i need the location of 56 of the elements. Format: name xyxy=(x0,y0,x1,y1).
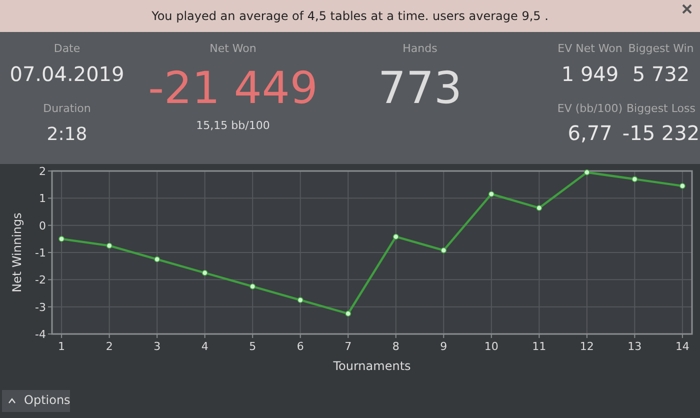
text: Options xyxy=(24,393,70,407)
y-tick-label: -3 xyxy=(35,300,46,314)
point xyxy=(584,169,590,176)
x-tick-label: 1 xyxy=(58,340,66,353)
text: Date xyxy=(54,42,80,55)
text: You played an average of 4,5 tables at a time. users average 9,5 . xyxy=(150,9,548,23)
text: 2:18 xyxy=(46,124,88,145)
x-axis-title: Tournaments xyxy=(332,359,411,373)
x-tick-label: 14 xyxy=(675,340,690,353)
text: -15 232 xyxy=(622,121,700,145)
text: Duration xyxy=(43,102,91,115)
point xyxy=(58,236,65,242)
text: 5 732 xyxy=(632,62,690,86)
point xyxy=(154,256,160,262)
x-tick-label: 8 xyxy=(392,340,400,353)
text: 07.04.2019 xyxy=(10,62,124,86)
point xyxy=(250,283,256,290)
point xyxy=(202,270,208,276)
x-tick-label: 5 xyxy=(249,340,256,353)
x-tick-label: 2 xyxy=(106,340,113,353)
text: Hands xyxy=(402,42,438,55)
y-tick-label: 2 xyxy=(39,165,46,178)
x-tick-label: 4 xyxy=(201,340,208,353)
x-tick-label: 3 xyxy=(154,340,161,353)
text: EV (bb/100) xyxy=(557,102,623,115)
point xyxy=(488,191,494,198)
text: -21 449 xyxy=(148,63,318,114)
point xyxy=(679,182,686,189)
x-tick-label: 11 xyxy=(532,340,546,353)
x-tick-label: 9 xyxy=(440,340,448,353)
text: Net Won xyxy=(210,42,256,55)
text: 6,77 xyxy=(568,121,612,145)
x-tick-label: 12 xyxy=(580,340,594,353)
point xyxy=(632,176,638,182)
y-tick-label: 1 xyxy=(39,192,46,206)
text: EV Net Won xyxy=(558,42,622,55)
x-tick-label: 7 xyxy=(344,340,352,353)
y-tick-label: -4 xyxy=(35,328,46,341)
x-tick-label: 13 xyxy=(628,340,642,353)
point xyxy=(106,242,112,249)
point xyxy=(392,234,399,240)
x-tick-label: 10 xyxy=(484,340,498,353)
point xyxy=(536,204,542,211)
text: Biggest Loss xyxy=(626,102,696,115)
y-tick-label: 0 xyxy=(39,219,46,232)
y-tick-label: -1 xyxy=(35,246,46,260)
text: Biggest Win xyxy=(628,42,694,55)
point xyxy=(440,247,447,254)
point xyxy=(297,297,304,304)
text: 15,15 bb/100 xyxy=(196,119,270,132)
text: 1 949 xyxy=(561,62,619,86)
y-tick-label: -2 xyxy=(35,274,46,287)
x-tick-label: 6 xyxy=(296,340,304,353)
point xyxy=(345,310,352,317)
y-axis-title: Net Winnings xyxy=(10,212,24,292)
text: 773 xyxy=(378,63,462,114)
